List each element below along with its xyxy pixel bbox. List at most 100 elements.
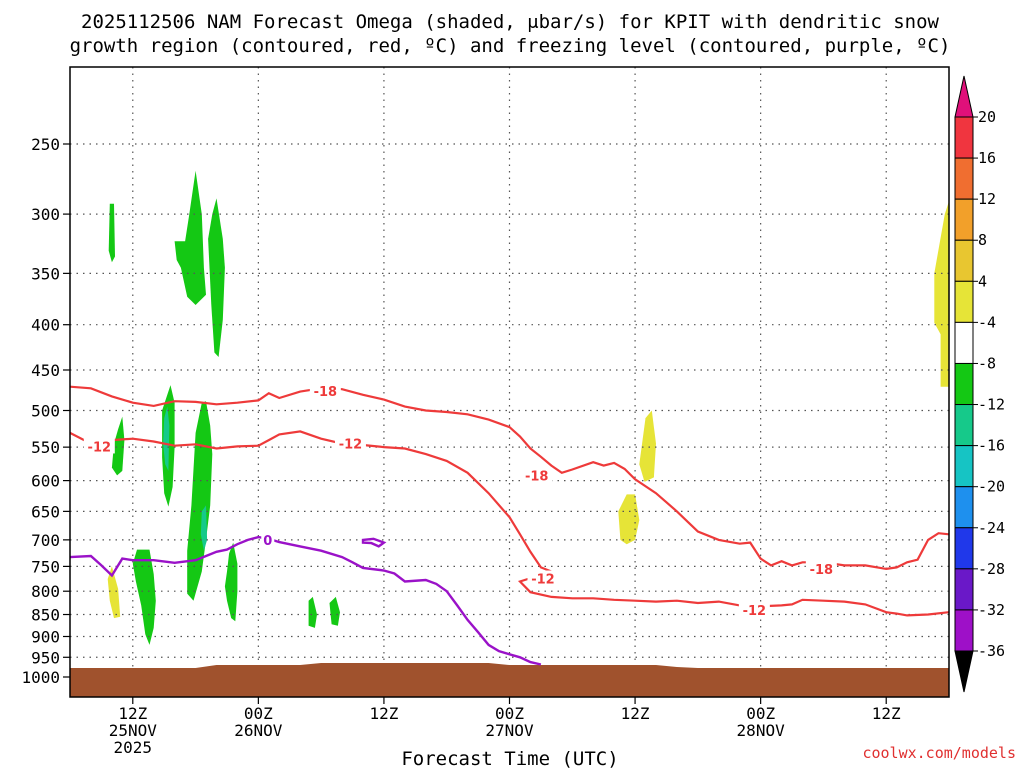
contour-label-6: -12: [743, 604, 767, 619]
omega-region-8: [308, 596, 317, 628]
ytick-label-950: 950: [31, 648, 60, 667]
contour-label-7: 0: [263, 534, 272, 549]
xtick-date-42: 27NOV: [485, 721, 534, 740]
omega-region-0: [108, 203, 115, 263]
ytick-label-550: 550: [31, 438, 60, 457]
colorbar-bin-6: [954, 362, 974, 406]
contour-label-bg-3: [83, 438, 115, 454]
colorbar-label-9: -20: [978, 478, 1005, 496]
omega-region-13: [618, 494, 640, 545]
ground-layer: [70, 663, 949, 697]
colorbar-label-0: 20: [978, 108, 996, 126]
ytick-label-900: 900: [31, 627, 60, 646]
omega-colorbar: 20 16 12 8 4 -4 -8 -12 -16 -20 -24 -28 -32 -36: [954, 75, 1005, 693]
omega-region-9: [329, 596, 340, 626]
colorbar-label-3: 8: [978, 231, 987, 249]
site-credit: coolwx.com/models: [862, 744, 1016, 762]
colorbar-label-1: 16: [978, 149, 996, 167]
colorbar-label-8: -16: [978, 437, 1005, 455]
omega-region-6: [132, 549, 156, 645]
x-axis-label: Forecast Time (UTC): [401, 748, 618, 768]
colorbar-bin-12: [954, 609, 974, 652]
colorbar-bin-3: [954, 239, 974, 282]
contour-label-0: -18: [314, 385, 338, 400]
contour-label-bg-7: [261, 531, 275, 547]
omega-region-1: [174, 170, 206, 305]
colorbar-bin-0: [954, 116, 974, 159]
xtick-time-6: 12Z: [118, 704, 147, 723]
colorbar-label-11: -28: [978, 560, 1005, 578]
ground-surface: [70, 663, 949, 697]
ytick-label-650: 650: [31, 502, 60, 521]
ytick-label-250: 250: [31, 135, 60, 154]
xtick-time-54: 12Z: [621, 704, 650, 723]
contour-label-3: -12: [88, 440, 112, 455]
y-axis-pressure: 250 300 350 400 450 500 550 600 650 700 750 800 850 9…: [21, 135, 70, 687]
ytick-label-400: 400: [31, 316, 60, 335]
xtick-time-30: 12Z: [369, 704, 398, 723]
xtick-time-42: 00Z: [495, 704, 524, 723]
colorbar-label-6: -8: [978, 354, 996, 372]
omega-region-12: [107, 566, 121, 619]
ytick-label-850: 850: [31, 606, 60, 625]
ytick-label-700: 700: [31, 531, 60, 550]
colorbar-bin-10: [954, 527, 974, 570]
colorbar-bin-9: [954, 486, 974, 529]
omega-region-15: [934, 201, 949, 387]
colorbar-label-13: -36: [978, 642, 1005, 660]
colorbar-label-10: -24: [978, 519, 1005, 537]
contour-label-5: -12: [531, 573, 555, 588]
colorbar-bin-5: [954, 321, 974, 364]
ytick-label-350: 350: [31, 264, 60, 283]
colorbar-label-4: 4: [978, 272, 987, 290]
xtick-date-6: 25NOV: [109, 721, 158, 740]
omega-region-10: [163, 406, 170, 471]
colorbar-bin-1: [954, 157, 974, 200]
contour-label-2: -18: [810, 563, 834, 578]
contour-freezing-closed: [361, 537, 387, 548]
ytick-label-450: 450: [31, 361, 60, 380]
omega-region-2: [208, 198, 225, 357]
contour-label-bg-1: [521, 467, 553, 483]
chart-title-line2: growth region (contoured, red, ºC) and f…: [70, 35, 951, 57]
colorbar-label-2: 12: [978, 190, 996, 208]
colorbar-bottom-arrow: [954, 650, 974, 693]
ytick-label-1000: 1000: [21, 668, 60, 687]
colorbar-bin-11: [954, 568, 974, 611]
colorbar-label-5: -4: [978, 313, 996, 331]
omega-region-5: [187, 401, 213, 601]
omega-region-3: [111, 416, 125, 476]
xtick-date-18: 26NOV: [234, 721, 283, 740]
colorbar-label-7: -12: [978, 396, 1005, 414]
xtick-time-18: 00Z: [244, 704, 273, 723]
contour-label-bg-4: [334, 435, 366, 451]
contour-label-bg-2: [805, 560, 837, 576]
contour-minus12: [70, 430, 949, 617]
contour-labels: -18 -18 -18 -12 -12 -12 -12 0: [83, 382, 837, 619]
xtick-date-66: 28NOV: [737, 721, 786, 740]
ytick-label-750: 750: [31, 557, 60, 576]
contour-label-4: -12: [339, 438, 363, 453]
ytick-label-800: 800: [31, 582, 60, 601]
xtick-year-6: 2025: [114, 738, 153, 757]
ytick-label-500: 500: [31, 402, 60, 421]
ytick-label-600: 600: [31, 472, 60, 491]
colorbar-bin-2: [954, 198, 974, 241]
colorbar-bin-7: [954, 404, 974, 447]
omega-region-14: [639, 410, 656, 482]
omega-region-7: [224, 542, 238, 622]
colorbar-bin-4: [954, 280, 974, 323]
chart-title-line1: 2025112506 NAM Forecast Omega (shaded, μ…: [81, 11, 939, 33]
colorbar-label-12: -32: [978, 601, 1005, 619]
omega-shading-layer: [107, 170, 949, 645]
colorbar-top-arrow: [954, 75, 974, 118]
colorbar-bin-8: [954, 445, 974, 488]
contour-label-bg-6: [738, 601, 770, 617]
xtick-time-66: 00Z: [746, 704, 775, 723]
plot-frame: [69, 66, 950, 698]
omega-region-11: [200, 505, 208, 551]
contour-label-bg-5: [527, 570, 559, 586]
ytick-label-300: 300: [31, 205, 60, 224]
